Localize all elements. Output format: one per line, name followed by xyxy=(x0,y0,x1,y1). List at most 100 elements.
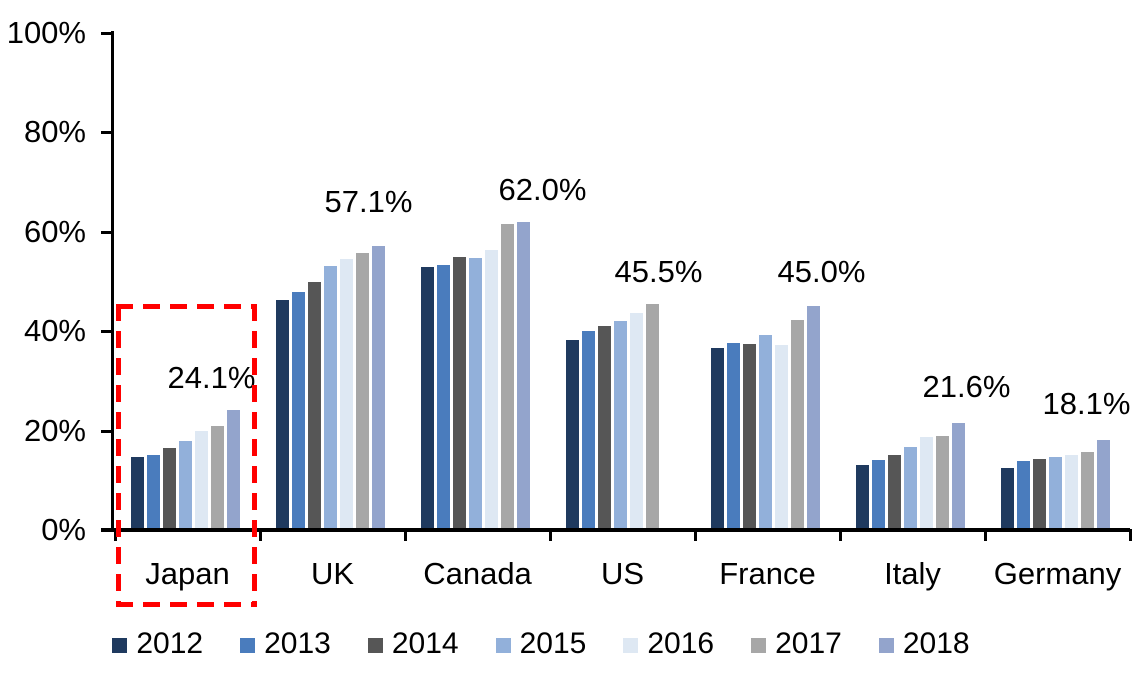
legend-marker-2013 xyxy=(240,638,256,653)
bar-japan-2015 xyxy=(179,441,192,530)
y-tick-40 xyxy=(101,330,111,334)
y-tick-label-40: 40% xyxy=(23,313,86,349)
bar-canada-2014 xyxy=(453,257,466,530)
y-tick-label-0: 0% xyxy=(41,512,86,547)
y-tick-label-100: 100% xyxy=(6,15,86,50)
bar-canada-2018 xyxy=(517,221,530,530)
x-label-us: US xyxy=(600,556,645,591)
bar-uk-2014 xyxy=(308,281,321,530)
legend-item-2016: 2016 xyxy=(623,626,714,662)
x-label-france: France xyxy=(719,556,816,591)
bar-canada-2017 xyxy=(501,224,514,530)
bar-japan-2017 xyxy=(211,425,224,530)
legend-label-2017: 2017 xyxy=(775,627,842,660)
data-label-japan: 24.1% xyxy=(167,360,256,396)
bar-france-2018 xyxy=(807,306,820,530)
legend-item-2015: 2015 xyxy=(495,626,587,662)
legend-label-2015: 2015 xyxy=(519,627,587,660)
x-label-italy: Italy xyxy=(884,556,941,591)
bar-uk-2018 xyxy=(372,246,385,530)
bar-uk-2017 xyxy=(356,253,369,530)
legend-label-2014: 2014 xyxy=(391,627,459,660)
legend-label-2018: 2018 xyxy=(902,627,970,660)
bar-germany-2012 xyxy=(1001,468,1014,530)
legend-label-2016: 2016 xyxy=(647,627,715,660)
bar-germany-2016 xyxy=(1065,454,1078,530)
highlight-box-edge-bottom xyxy=(116,602,257,607)
bar-germany-2017 xyxy=(1081,451,1094,530)
x-boundary-tick-6 xyxy=(984,529,987,541)
data-label-uk: 57.1% xyxy=(324,184,413,220)
x-boundary-tick-3 xyxy=(549,529,552,541)
data-label-italy: 21.6% xyxy=(922,368,1011,404)
x-axis-line xyxy=(101,528,1130,532)
legend-label-2012: 2012 xyxy=(136,627,204,660)
bar-germany-2015 xyxy=(1049,457,1062,530)
highlight-box-edge-top xyxy=(116,304,257,309)
data-label-us: 45.5% xyxy=(614,253,703,289)
bar-uk-2015 xyxy=(324,265,337,530)
bar-italy-2014 xyxy=(888,454,901,530)
bar-japan-2016 xyxy=(195,431,208,530)
bar-france-2015 xyxy=(759,335,772,530)
bar-us-2017 xyxy=(646,303,659,530)
bar-italy-2018 xyxy=(952,422,965,530)
y-axis-line xyxy=(111,31,114,532)
bar-uk-2016 xyxy=(340,258,353,530)
bar-germany-2014 xyxy=(1033,458,1046,530)
bar-canada-2012 xyxy=(421,266,434,530)
data-label-germany: 18.1% xyxy=(1042,386,1131,422)
bar-france-2014 xyxy=(743,343,756,530)
bar-germany-2013 xyxy=(1017,461,1030,530)
data-label-france: 45.0% xyxy=(777,254,866,290)
y-tick-label-20: 20% xyxy=(23,412,86,448)
legend-marker-2012 xyxy=(112,638,128,653)
x-label-germany: Germany xyxy=(993,556,1122,591)
bar-italy-2016 xyxy=(920,436,933,530)
bar-us-2014 xyxy=(598,326,611,530)
bar-italy-2012 xyxy=(856,464,869,530)
legend-marker-2014 xyxy=(367,638,383,653)
bar-italy-2015 xyxy=(904,447,917,530)
highlight-box-japan xyxy=(116,304,257,607)
legend-marker-2017 xyxy=(751,638,767,653)
x-boundary-tick-4 xyxy=(694,529,697,541)
bar-japan-2014 xyxy=(163,447,176,530)
bar-france-2016 xyxy=(775,344,788,530)
legend: 2012 2013 2014 2015 2016 2017 2018 xyxy=(0,626,1112,662)
legend-label-2013: 2013 xyxy=(264,627,331,660)
bar-uk-2013 xyxy=(292,292,305,530)
y-tick-80 xyxy=(101,131,111,135)
bar-japan-2013 xyxy=(147,455,160,530)
legend-item-2012: 2012 xyxy=(112,626,203,662)
x-label-canada: Canada xyxy=(423,556,532,591)
x-label-japan: Japan xyxy=(145,556,230,591)
legend-item-2017: 2017 xyxy=(751,626,842,662)
bar-canada-2016 xyxy=(485,250,498,530)
bar-uk-2012 xyxy=(276,299,289,530)
y-tick-20 xyxy=(101,429,111,433)
legend-marker-2018 xyxy=(878,638,894,653)
bar-canada-2013 xyxy=(437,264,450,530)
bar-canada-2015 xyxy=(469,258,482,530)
bar-italy-2013 xyxy=(872,460,885,530)
bar-us-2015 xyxy=(614,320,627,530)
legend-item-2018: 2018 xyxy=(878,626,970,662)
bar-france-2013 xyxy=(727,343,740,530)
bar-france-2012 xyxy=(711,348,724,530)
legend-item-2013: 2013 xyxy=(240,626,331,662)
bar-us-2012 xyxy=(566,340,579,530)
x-boundary-tick-0 xyxy=(114,529,117,541)
bar-france-2017 xyxy=(791,319,804,530)
y-tick-label-80: 80% xyxy=(23,114,86,150)
bar-us-2013 xyxy=(582,330,595,530)
legend-marker-2015 xyxy=(495,638,511,653)
y-tick-60 xyxy=(101,230,111,234)
x-boundary-tick-2 xyxy=(404,529,407,541)
x-boundary-tick-1 xyxy=(259,529,262,541)
highlight-box-edge-left xyxy=(116,304,121,607)
bar-japan-2018 xyxy=(227,410,240,530)
x-label-uk: UK xyxy=(310,556,355,591)
bar-us-2016 xyxy=(630,312,643,530)
